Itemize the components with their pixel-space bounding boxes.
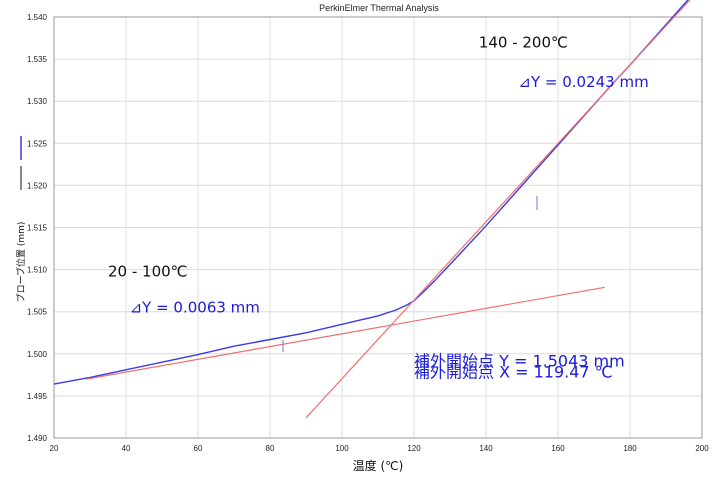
x-tick-label: 80: [266, 444, 275, 453]
annotations: 140 - 200℃ ⊿Y = 0.0243 mm 20 - 100℃ ⊿Y = 0.…: [108, 33, 649, 381]
tangent-line-1: [86, 286, 605, 380]
y-tick-label: 1.510: [27, 266, 48, 275]
y-tick-label: 1.500: [27, 350, 48, 359]
data-series: [53, 0, 691, 419]
axis-ticks: 20 40 60 80 100 120 140 160 180 200 1.490 1.495 1.50…: [27, 13, 709, 453]
x-tick-label: 40: [122, 444, 131, 453]
x-axis-label: 温度 (℃): [353, 458, 404, 473]
x-tick-label: 200: [695, 444, 709, 453]
grid-lines: [54, 17, 702, 438]
annotation-label: ⊿Y = 0.0063 mm: [130, 299, 260, 317]
tangent-line-2: [305, 0, 691, 419]
measurement-curve: [53, 0, 689, 385]
y-axis-label-group: プローブ位置 (mm): [15, 136, 27, 302]
y-tick-label: 1.495: [27, 392, 48, 401]
x-tick-label: 160: [551, 444, 565, 453]
plot-area-border: [53, 16, 703, 439]
y-tick-label: 1.540: [27, 13, 48, 22]
annotation-label: ⊿Y = 0.0243 mm: [518, 73, 648, 91]
y-tick-label: 1.525: [27, 139, 48, 148]
x-tick-label: 140: [479, 444, 493, 453]
y-tick-label: 1.520: [27, 181, 48, 190]
annotation-label: 140 - 200℃: [479, 33, 568, 51]
y-tick-label: 1.515: [27, 224, 48, 233]
annotation-label: 補外開始点 X = 119.47 ℃: [414, 362, 613, 381]
x-tick-label: 60: [194, 444, 203, 453]
x-tick-label: 180: [623, 444, 637, 453]
y-tick-label: 1.490: [27, 434, 48, 443]
x-tick-label: 20: [50, 444, 59, 453]
chart-title: PerkinElmer Thermal Analysis: [319, 3, 439, 13]
x-tick-label: 100: [335, 444, 349, 453]
annotation-label: 20 - 100℃: [108, 262, 188, 280]
x-tick-label: 120: [407, 444, 421, 453]
y-tick-label: 1.535: [27, 55, 48, 64]
annotation-label: 補外開始点 Y = 1.5043 mm: [414, 351, 625, 370]
y-tick-label: 1.530: [27, 97, 48, 106]
y-tick-label: 1.505: [27, 308, 48, 317]
y-axis-label: プローブ位置 (mm): [15, 222, 27, 303]
